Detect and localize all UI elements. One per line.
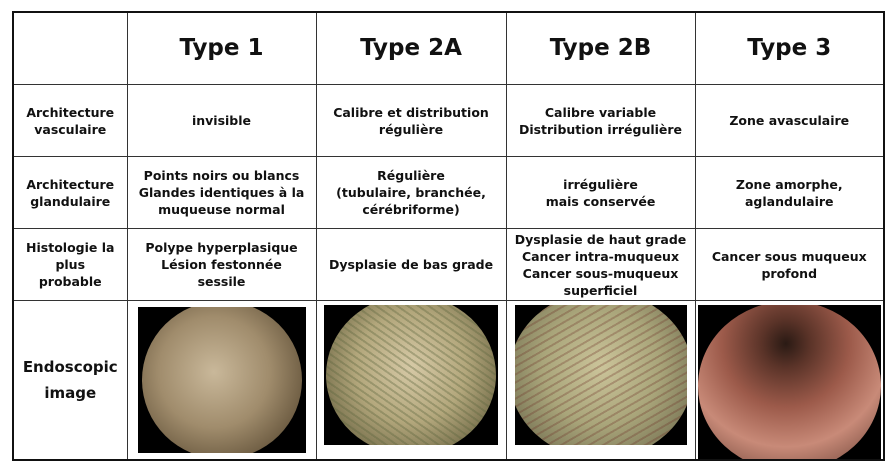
table-row: Architecture vasculaire invisible Calibre…	[12, 84, 885, 157]
table-cell: Polype hyperplasique Lésion festonnée sess…	[126, 228, 317, 301]
endoscopic-image-type-1	[137, 307, 306, 453]
image-cell	[505, 300, 696, 461]
column-header: Type 1	[126, 11, 317, 85]
table-cell: Régulière (tubulaire, branchée, cérébrifor…	[315, 156, 507, 229]
text-line: glandulaire	[30, 193, 111, 209]
text-line: vasculaire	[34, 121, 107, 137]
endoscopic-image-type-2a	[324, 305, 498, 445]
text-line: Endoscopic	[22, 358, 118, 376]
text-line: Cancer sous muqueux	[711, 248, 867, 264]
text-line: Points noirs ou blancs	[143, 168, 300, 183]
text-line: Polype hyperplasique	[145, 240, 298, 255]
text-line: muqueuse normal	[158, 202, 285, 217]
text-line: image	[44, 384, 97, 402]
text-line: profond	[761, 265, 818, 281]
text-line: (tubulaire, branchée,	[336, 185, 486, 200]
table-row: Architecture glandulaire Points noirs ou …	[12, 156, 885, 229]
table-cell: Cancer sous muqueux profond	[694, 228, 885, 301]
text-line: irrégulière	[563, 176, 638, 192]
text-line: Architecture	[26, 104, 115, 120]
table-row: Histologie la plus probable Polype hyperpl…	[12, 228, 885, 301]
text-line: cérébriforme)	[362, 202, 460, 217]
text-line: Régulière	[377, 168, 445, 183]
table-cell: Calibre et distribution régulière	[315, 84, 507, 157]
table-cell: Calibre variable Distribution irrégulière	[505, 84, 696, 157]
endoscopic-image-type-2b	[514, 305, 687, 445]
text-line: Cancer intra-muqueux	[521, 248, 680, 264]
text-line: Calibre variable	[544, 104, 657, 120]
corner-cell	[12, 11, 128, 85]
text-line: probable	[38, 274, 102, 289]
text-line: aglandulaire	[745, 193, 834, 209]
text-line: Calibre et distribution	[333, 104, 489, 120]
text-line: Glandes identiques à la	[138, 185, 305, 200]
text-line: Dysplasie de haut grade	[514, 231, 687, 247]
text-line: Dysplasie de bas grade	[328, 257, 494, 272]
column-header: Type 3	[694, 11, 885, 85]
text-line: Histologie la	[26, 240, 115, 255]
text-line: Zone amorphe,	[735, 176, 843, 192]
table-cell: invisible	[126, 84, 317, 157]
text-line: plus	[55, 257, 86, 272]
text-line: Distribution irrégulière	[518, 121, 683, 137]
text-line: mais conservée	[545, 193, 656, 209]
row-header: Endoscopic image	[12, 300, 128, 461]
column-header: Type 2B	[505, 11, 696, 85]
nice-classification-table: Type 1 Type 2A Type 2B Type 3 Architectu…	[12, 11, 885, 461]
image-cell	[694, 300, 885, 461]
table-cell: irrégulière mais conservée	[505, 156, 696, 229]
row-header: Architecture vasculaire	[12, 84, 128, 157]
table-cell: Zone avasculaire	[694, 84, 885, 157]
header-row: Type 1 Type 2A Type 2B Type 3	[12, 11, 885, 85]
text-line: Zone avasculaire	[729, 113, 850, 128]
text-line: Lésion festonnée	[161, 257, 282, 272]
table-cell: Dysplasie de bas grade	[315, 228, 507, 301]
row-header: Histologie la plus probable	[12, 228, 128, 301]
table-cell: Dysplasie de haut grade Cancer intra-muqu…	[505, 228, 696, 301]
text-line: superficiel	[563, 282, 638, 298]
text-line: invisible	[191, 113, 252, 128]
image-cell	[315, 300, 507, 461]
text-line: Architecture	[26, 176, 115, 192]
text-line: sessile	[197, 274, 246, 289]
table-cell: Points noirs ou blancs Glandes identiques…	[126, 156, 317, 229]
column-header: Type 2A	[315, 11, 507, 85]
row-header: Architecture glandulaire	[12, 156, 128, 229]
text-line: régulière	[378, 121, 444, 137]
image-cell	[126, 300, 317, 461]
text-line: Cancer sous-muqueux	[522, 265, 679, 281]
image-row: Endoscopic image	[12, 300, 885, 461]
endoscopic-image-type-3	[697, 305, 881, 459]
table-cell: Zone amorphe, aglandulaire	[694, 156, 885, 229]
